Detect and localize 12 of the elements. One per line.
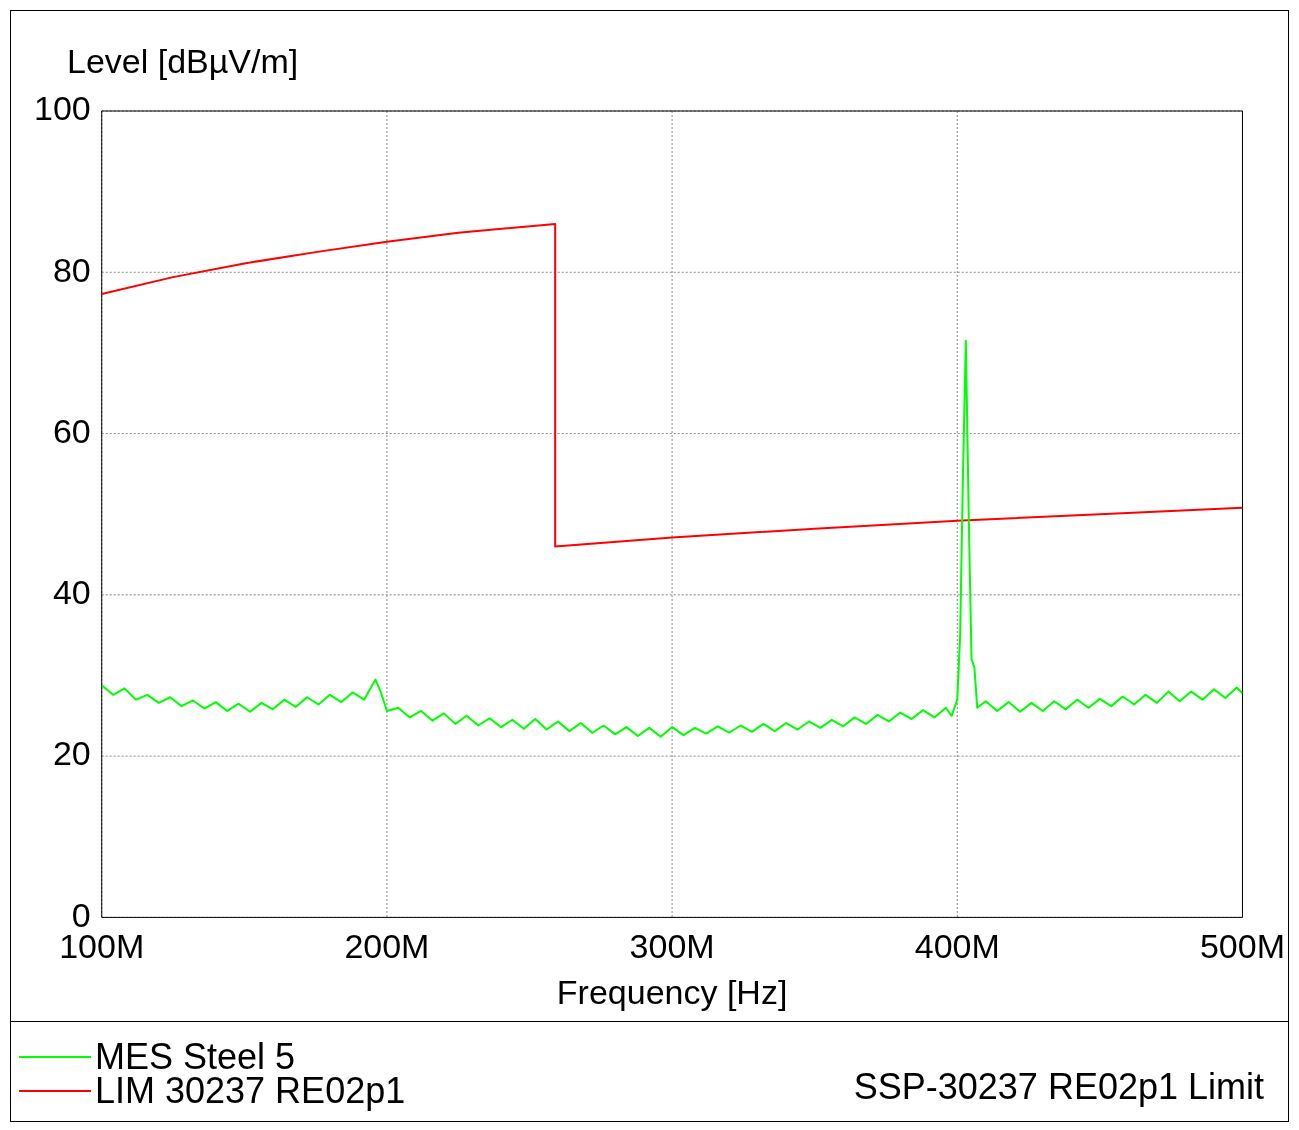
x-tick-label: 300M xyxy=(629,927,715,966)
y-tick-label: 40 xyxy=(52,573,91,612)
x-axis-title: Frequency [Hz] xyxy=(556,972,788,1011)
x-tick-label: 200M xyxy=(344,927,430,966)
y-tick-label: 100 xyxy=(33,89,91,128)
x-tick-label: 500M xyxy=(1199,927,1286,966)
text: SSP-30237 RE02p1 Limit xyxy=(853,1066,1264,1108)
y-tick-label: 60 xyxy=(52,411,91,450)
y-tick-label: 80 xyxy=(52,250,91,289)
y-axis-title: Level [dBµV/m] xyxy=(67,42,299,80)
x-tick-label: 400M xyxy=(914,927,1000,966)
y-tick-label: 20 xyxy=(52,734,91,773)
